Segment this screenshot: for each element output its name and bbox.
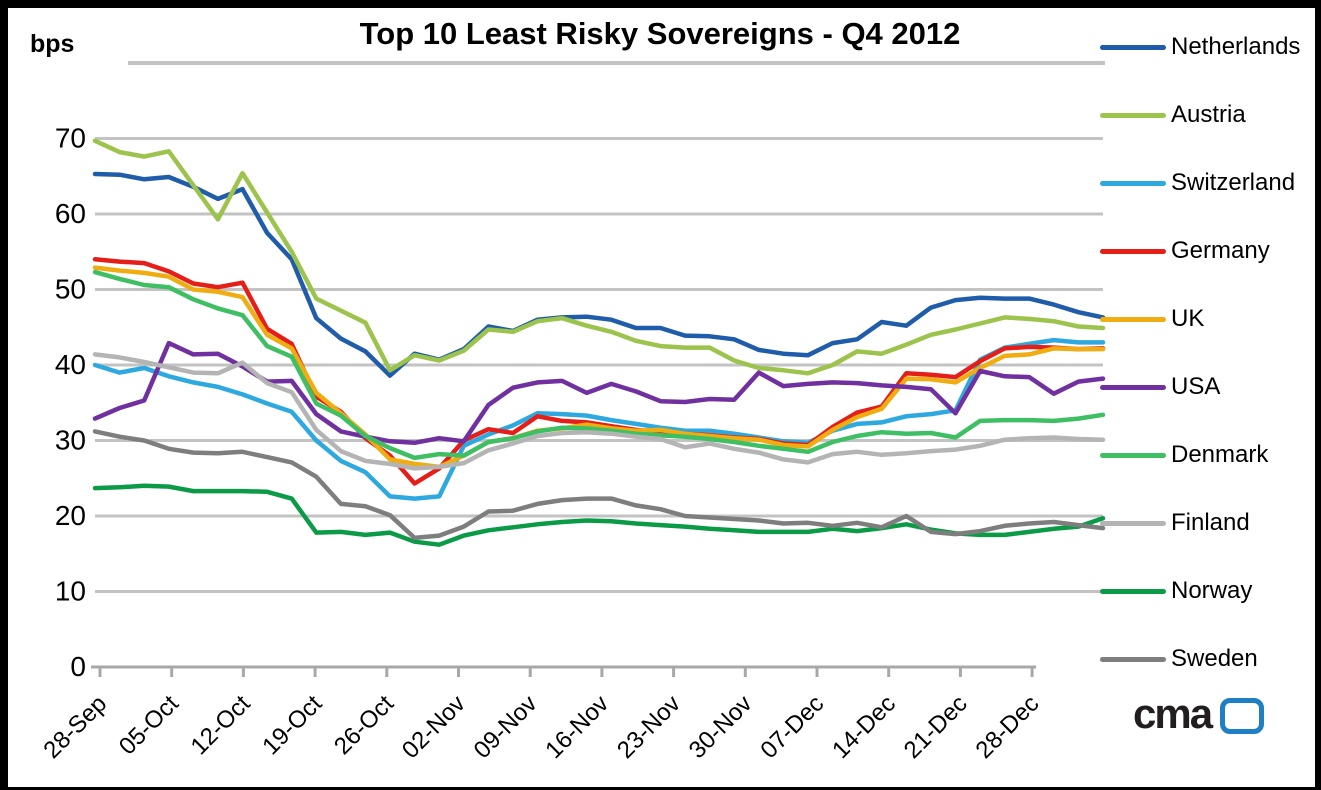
image-border-bottom (0, 787, 1321, 790)
legend-swatch-netherlands (1100, 44, 1166, 50)
image-border-top (0, 0, 1321, 8)
legend-item-denmark: Denmark (1100, 421, 1315, 489)
series-line-sweden (92, 429, 1106, 541)
legend-item-switzerland: Switzerland (1100, 149, 1315, 217)
legend-swatch-finland (1100, 520, 1166, 526)
x-tick-label-23-Nov: 23-Nov (612, 690, 686, 764)
series-line-denmark (92, 269, 1106, 461)
chart-title: Top 10 Least Risky Sovereigns - Q4 2012 (359, 16, 961, 51)
legend-label-netherlands: Netherlands (1171, 33, 1301, 60)
legend-swatch-uk (1100, 316, 1166, 322)
y-tick-label-40: 40 (55, 349, 86, 380)
legend-item-sweden: Sweden (1100, 625, 1315, 693)
legend-label-austria: Austria (1171, 101, 1246, 128)
x-tick-label-02-Nov: 02-Nov (397, 690, 471, 764)
legend-label-sweden: Sweden (1171, 645, 1258, 672)
legend-swatch-germany (1100, 248, 1166, 254)
image-border-right (1315, 0, 1321, 790)
x-tick-label-05-Oct: 05-Oct (114, 690, 184, 760)
legend-swatch-switzerland (1100, 180, 1166, 186)
x-tick-label-30-Nov: 30-Nov (684, 690, 758, 764)
y-tick-label-60: 60 (55, 198, 86, 229)
series-line-uk (92, 265, 1106, 470)
series-line-finland (92, 352, 1106, 471)
chart-legend: Netherlands Austria Switzerland Germany UK US… (1100, 13, 1315, 693)
title-underline (128, 61, 1105, 65)
y-tick-label-50: 50 (55, 274, 86, 305)
x-tick-label-26-Oct: 26-Oct (329, 690, 399, 760)
x-tick-label-21-Dec: 21-Dec (899, 690, 973, 764)
legend-swatch-norway (1100, 588, 1166, 594)
x-tick-label-16-Nov: 16-Nov (540, 690, 614, 764)
legend-label-denmark: Denmark (1171, 441, 1269, 468)
y-axis-unit-label: bps (30, 30, 75, 58)
legend-swatch-usa (1100, 384, 1166, 390)
y-tick-label-30: 30 (55, 425, 86, 456)
x-tick-label-28-Sep: 28-Sep (38, 690, 112, 764)
legend-swatch-austria (1100, 112, 1166, 118)
series-line-netherlands (92, 171, 1106, 378)
x-tick-label-14-Dec: 14-Dec (827, 690, 901, 764)
series-line-switzerland (92, 337, 1106, 501)
y-tick-label-20: 20 (55, 500, 86, 531)
legend-item-austria: Austria (1100, 81, 1315, 149)
legend-label-switzerland: Switzerland (1171, 169, 1296, 196)
legend-label-usa: USA (1171, 373, 1221, 400)
legend-item-uk: UK (1100, 285, 1315, 353)
series-line-austria (92, 138, 1106, 376)
legend-label-germany: Germany (1171, 237, 1270, 264)
legend-label-uk: UK (1171, 305, 1205, 332)
x-tick-label-07-Dec: 07-Dec (755, 690, 829, 764)
x-tick-label-28-Dec: 28-Dec (971, 690, 1045, 764)
y-tick-label-10: 10 (55, 576, 86, 607)
legend-label-finland: Finland (1171, 509, 1250, 536)
y-tick-label-0: 0 (70, 651, 86, 682)
legend-swatch-denmark (1100, 452, 1166, 458)
x-tick-label-19-Oct: 19-Oct (257, 690, 327, 760)
legend-item-netherlands: Netherlands (1100, 13, 1315, 81)
legend-item-usa: USA (1100, 353, 1315, 421)
cma-logo: cma (1133, 690, 1265, 737)
x-tick-label-09-Nov: 09-Nov (469, 690, 543, 764)
image-border-left (0, 0, 8, 790)
x-tick-label-12-Oct: 12-Oct (186, 690, 256, 760)
legend-item-finland: Finland (1100, 489, 1315, 557)
legend-label-norway: Norway (1171, 577, 1253, 604)
cma-logo-box-icon (1220, 698, 1265, 734)
legend-swatch-sweden (1100, 656, 1166, 662)
legend-item-norway: Norway (1100, 557, 1315, 625)
cma-logo-text: cma (1133, 690, 1213, 737)
legend-item-germany: Germany (1100, 217, 1315, 285)
y-tick-label-70: 70 (55, 123, 86, 154)
